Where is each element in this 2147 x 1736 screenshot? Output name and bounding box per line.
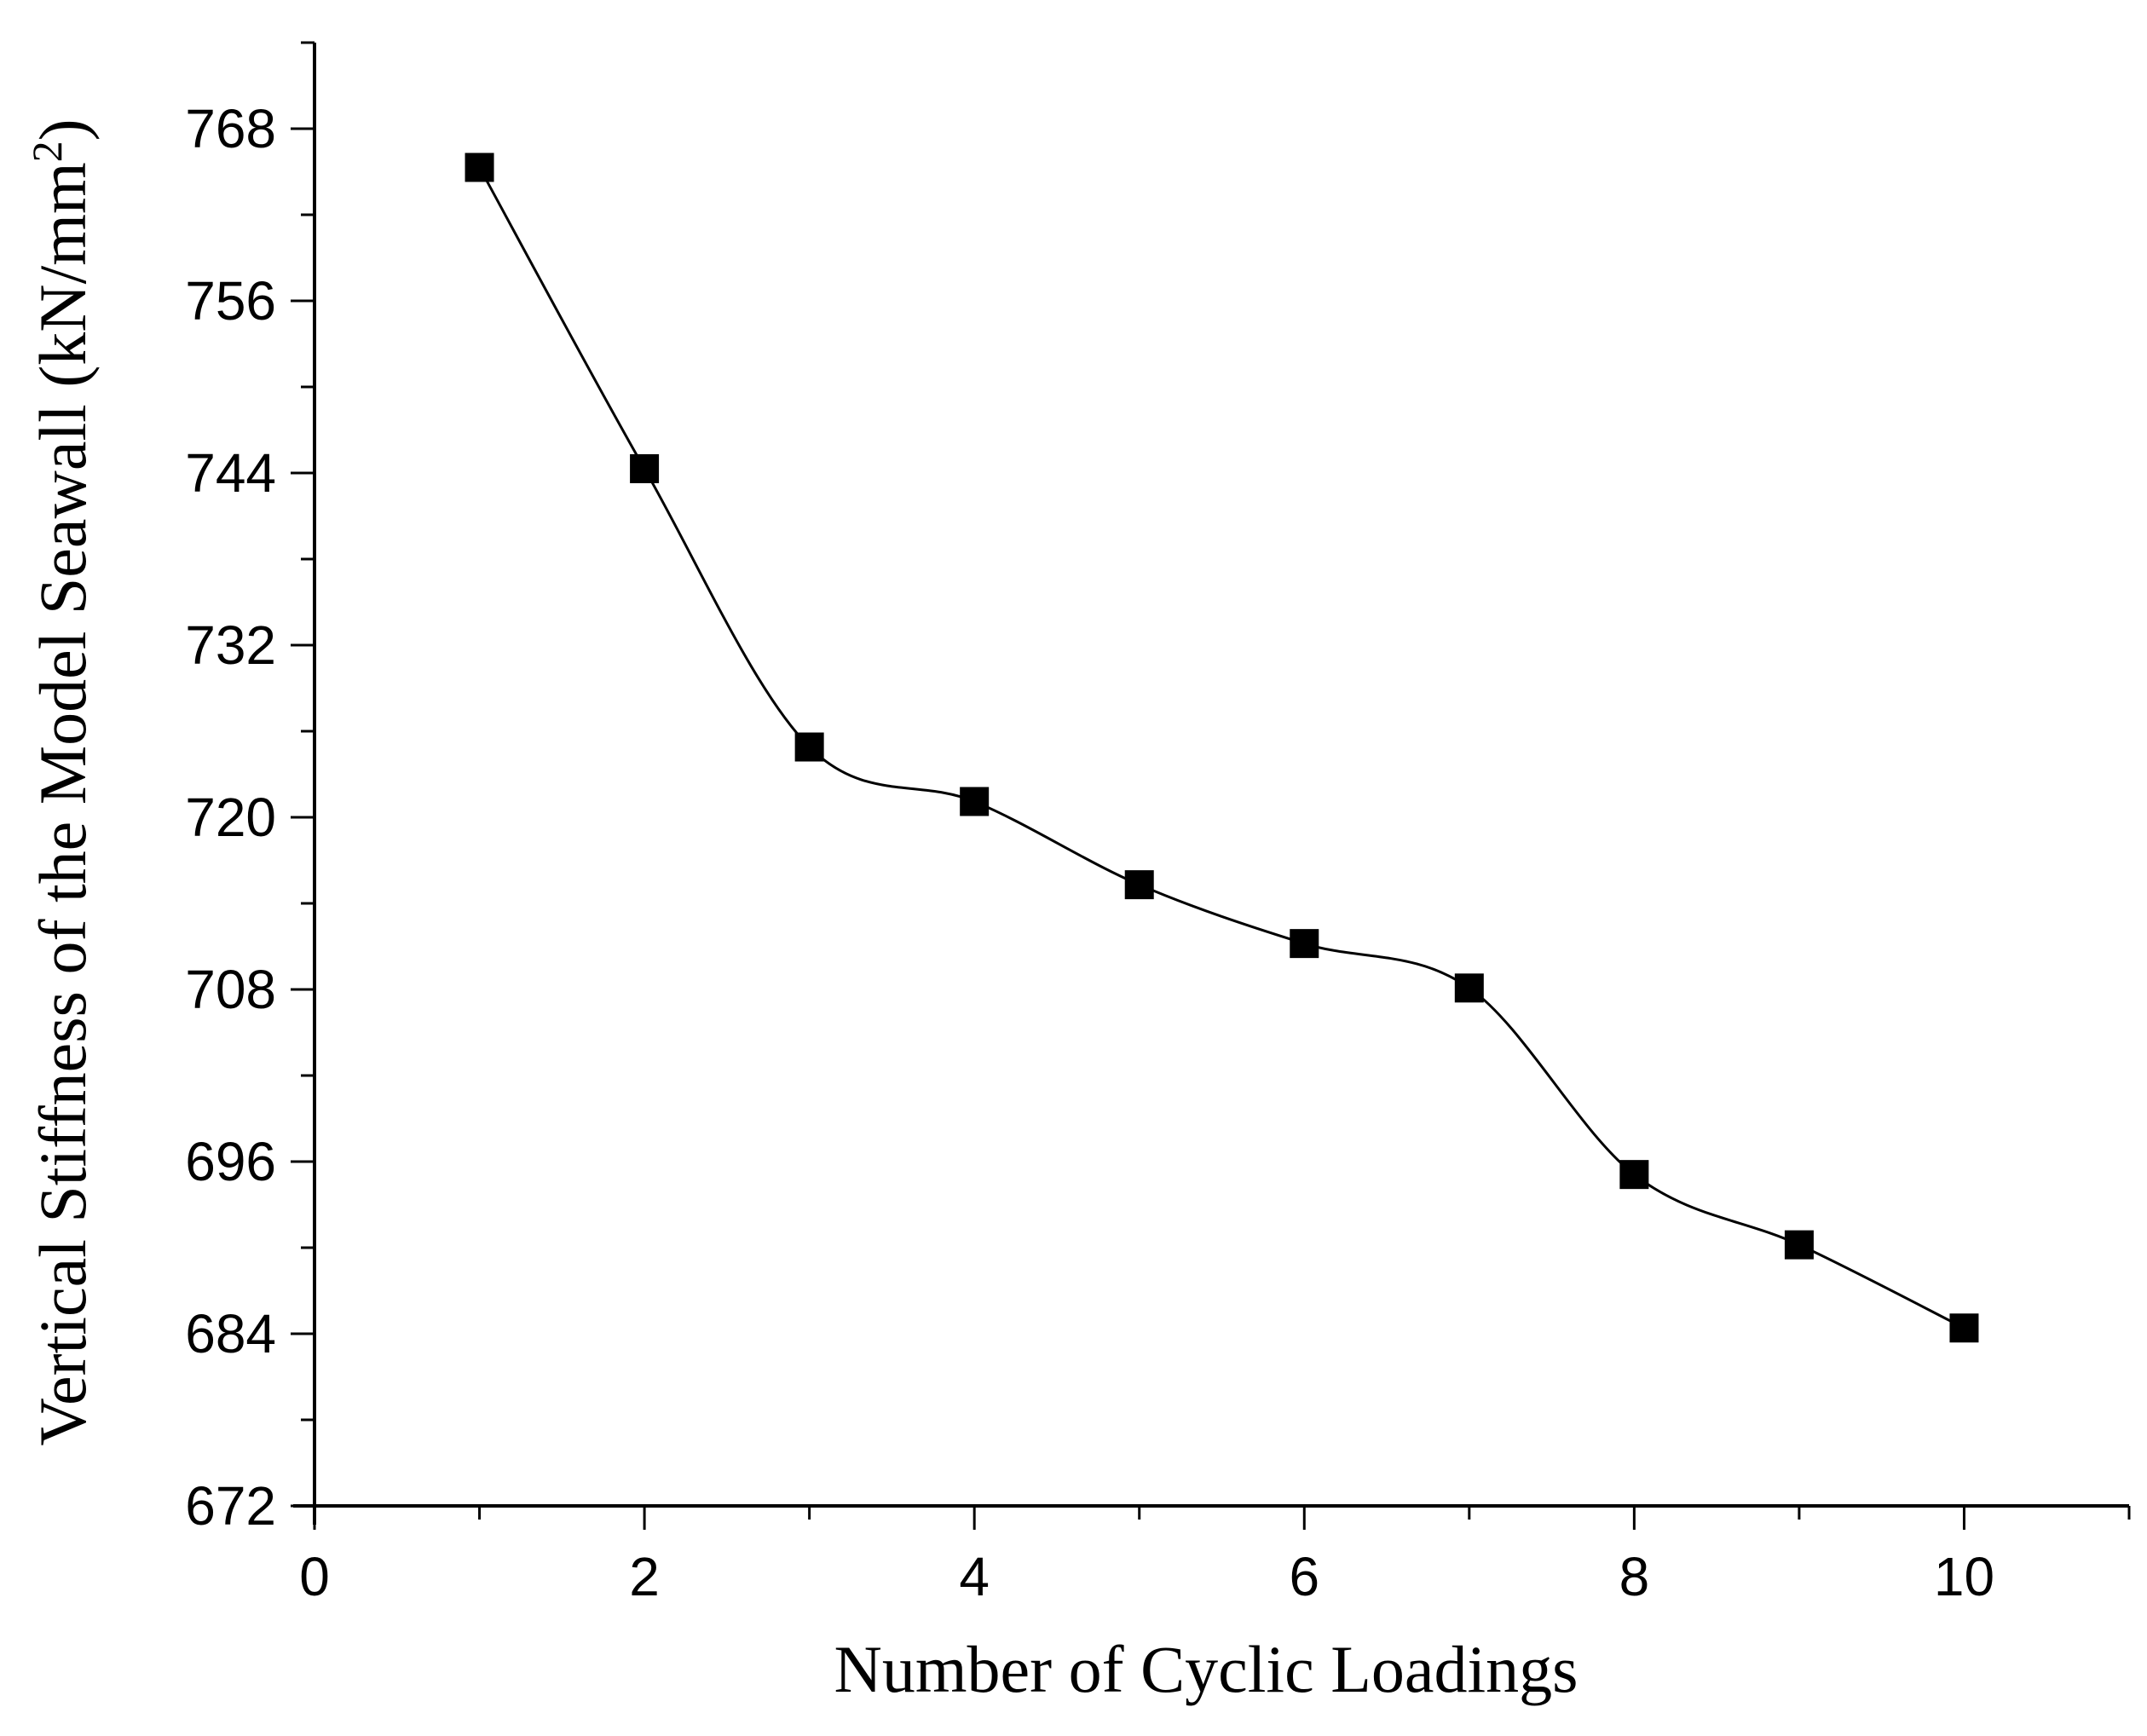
x-tick-label: 4 <box>959 1546 990 1607</box>
x-axis-title: Number of Cyclic Loadings <box>834 1632 1579 1706</box>
y-tick-label: 720 <box>185 787 276 848</box>
y-tick-label: 756 <box>185 270 276 332</box>
y-axis-title: Vertical Stiffness of the Model Seawall … <box>23 118 100 1445</box>
ticks <box>291 41 2131 1530</box>
x-tick-label: 10 <box>1934 1546 1994 1607</box>
x-tick-label: 8 <box>1619 1546 1650 1607</box>
y-axis-title-superscript: 2 <box>23 141 71 162</box>
y-tick-label: 708 <box>185 959 276 1020</box>
data-point-marker <box>1124 870 1154 900</box>
y-axis-title-close: ) <box>26 118 100 141</box>
axes <box>293 43 2129 1525</box>
data-point-marker <box>960 787 990 816</box>
data-point-marker <box>630 453 660 483</box>
x-tick-label: 2 <box>629 1546 660 1607</box>
data-point-marker <box>794 732 824 762</box>
y-tick-label: 768 <box>185 98 276 159</box>
data-point-marker <box>1949 1313 1979 1343</box>
y-tick-label: 672 <box>185 1475 276 1537</box>
y-tick-label: 684 <box>185 1303 276 1364</box>
data-point-marker <box>1784 1230 1814 1260</box>
y-tick-labels: 672 684 696 708 720 732 744 756 768 <box>185 98 276 1537</box>
x-tick-label: 0 <box>299 1546 330 1607</box>
x-tick-labels: 0 2 4 6 8 10 <box>299 1546 1994 1607</box>
data-markers <box>465 153 1979 1343</box>
series-line <box>478 166 1965 1329</box>
data-point-marker <box>465 153 494 182</box>
data-point-marker <box>1290 929 1319 959</box>
x-tick-label: 6 <box>1289 1546 1319 1607</box>
data-point-marker <box>1619 1160 1649 1190</box>
y-tick-label: 732 <box>185 614 276 676</box>
y-tick-label: 696 <box>185 1131 276 1192</box>
y-tick-label: 744 <box>185 442 276 504</box>
data-point-marker <box>1454 973 1484 1003</box>
y-axis-title-main: Vertical Stiffness of the Model Seawall … <box>26 162 100 1445</box>
